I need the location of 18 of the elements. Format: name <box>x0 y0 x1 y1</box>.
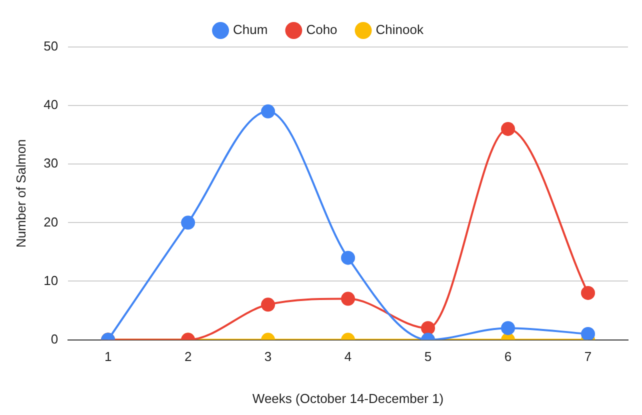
x-tick-label: 5 <box>424 349 432 364</box>
y-tick-label: 20 <box>44 214 58 230</box>
legend-label: Chum <box>233 22 268 38</box>
x-tick-label: 2 <box>184 349 192 364</box>
y-tick-label: 0 <box>50 331 58 346</box>
y-tick-label: 30 <box>44 156 58 171</box>
y-tick-label: 40 <box>44 97 58 112</box>
x-tick-label: 4 <box>344 349 352 364</box>
legend-label: Chinook <box>376 22 424 38</box>
x-tick-label: 3 <box>264 349 272 364</box>
x-tick-label: 1 <box>104 349 112 364</box>
x-tick-label: 6 <box>504 349 512 364</box>
y-tick-label: 10 <box>44 272 58 288</box>
x-tick-label: 7 <box>584 349 592 364</box>
y-tick-label: 50 <box>44 38 58 54</box>
y-axis-title: Number of Salmon <box>13 139 28 248</box>
legend-label: Coho <box>306 22 338 38</box>
x-axis-title: Weeks (October 14-December 1) <box>252 390 444 406</box>
